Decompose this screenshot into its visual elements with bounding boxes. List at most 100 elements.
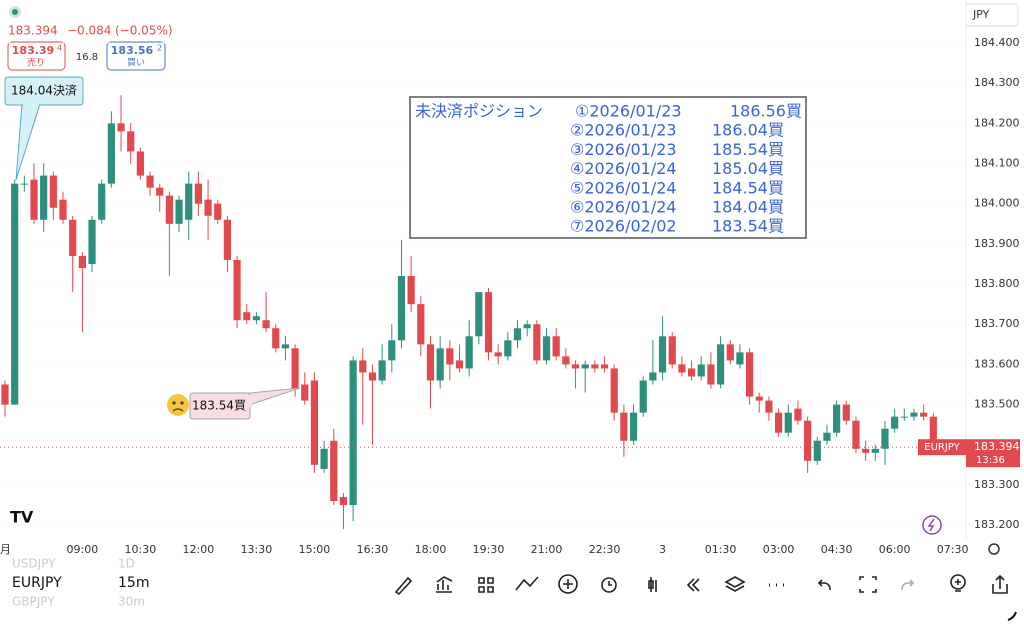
idea[interactable] [950, 574, 966, 590]
x-tick-label: 07:30 [937, 543, 969, 556]
candle-body [842, 404, 850, 421]
candle-body [127, 131, 135, 152]
candle-body [823, 432, 831, 441]
candle-body [562, 356, 570, 365]
candle-body [804, 420, 812, 461]
candle-body [446, 348, 454, 365]
candle-body [533, 324, 541, 361]
candle-body [929, 416, 937, 448]
x-tick-label: 04:30 [821, 543, 853, 556]
watch-symbol[interactable]: EURJPY [12, 575, 62, 591]
candle-body [687, 368, 696, 377]
buy-price[interactable]: 183.56 [111, 44, 154, 57]
candle-body [272, 328, 280, 349]
position-date: ③2026/01/23 [570, 140, 677, 159]
candle-body [223, 219, 232, 260]
y-tick-label: 183.700 [974, 317, 1020, 330]
candle-body [649, 372, 657, 381]
candle-body [349, 360, 357, 506]
currency-selector[interactable]: JPY [965, 3, 1019, 27]
candle-body [465, 336, 473, 369]
logo: TV [10, 508, 34, 527]
candle-body [542, 336, 551, 361]
candle-body [252, 316, 261, 321]
indicators[interactable] [436, 576, 453, 593]
currency[interactable]: JPY [972, 8, 990, 21]
sell-button[interactable]: 183.39 4 売り [7, 41, 66, 71]
alert-bolt[interactable] [927, 518, 935, 532]
x-tick-label: 09:00 [67, 543, 99, 556]
eye [172, 401, 176, 405]
x-tick-label: 15:00 [299, 543, 331, 556]
candle-body [871, 448, 879, 453]
candle-body [330, 440, 338, 502]
candle-body [378, 360, 386, 381]
candle-body [707, 364, 715, 385]
candle-body [581, 364, 589, 369]
x-tick-label: 06:00 [879, 543, 911, 556]
y-tick-label: 184.300 [974, 76, 1020, 89]
position-price: 183.54買 [712, 217, 784, 236]
alarm[interactable] [601, 577, 617, 593]
worried-face [167, 394, 189, 416]
layers[interactable] [724, 576, 746, 592]
mouth [172, 408, 184, 412]
position-date: ④2026/01/24 [570, 159, 677, 178]
candle-body [755, 396, 763, 401]
strategies[interactable] [515, 576, 539, 591]
candle-body [233, 259, 241, 321]
buy-pip[interactable]: 2 [157, 44, 162, 53]
entry-callout-text: 183.54買 [192, 399, 246, 413]
undo[interactable] [817, 579, 831, 591]
buy-label[interactable]: 買い [127, 58, 145, 69]
fullscreen[interactable] [859, 576, 877, 593]
replay[interactable] [686, 578, 700, 592]
idea-base[interactable] [955, 579, 961, 592]
y-tick-label: 184.200 [974, 116, 1020, 129]
sell-label[interactable]: 売り [27, 57, 45, 69]
candle-body [881, 428, 889, 449]
y-tick-label: 183.500 [974, 398, 1020, 411]
candle-body [194, 183, 202, 204]
x-tick-label: 3 [659, 543, 666, 556]
settings-icon[interactable] [988, 543, 1000, 555]
draw-tool[interactable] [394, 576, 413, 596]
layouts[interactable] [478, 577, 494, 593]
candle-body [185, 183, 193, 220]
price-change-percent: (−0.05%) [115, 24, 173, 38]
status-dot-core [12, 9, 18, 15]
candle-body [716, 344, 725, 385]
candle-body [784, 412, 792, 433]
candle-body [794, 408, 802, 421]
sell-pip[interactable]: 4 [57, 44, 62, 53]
candle-body [813, 440, 821, 461]
watch-symbol[interactable]: USDJPY [12, 557, 56, 571]
candle-body [833, 404, 841, 433]
sell-price[interactable]: 183.39 [12, 44, 54, 57]
watch-symbol[interactable]: GBPJPY [12, 595, 55, 609]
candle-body [262, 320, 270, 329]
buy-button-frame[interactable] [106, 41, 166, 71]
candle-body [397, 276, 406, 341]
candles[interactable] [648, 577, 657, 592]
alert-button[interactable] [922, 515, 942, 535]
redo[interactable] [901, 579, 915, 591]
buy-button[interactable]: 183.56 2 買い [106, 41, 166, 71]
candle-body [1, 384, 9, 405]
x-tick-label: 12:00 [183, 543, 215, 556]
candle-body [513, 328, 522, 341]
x-tick-label: 22:30 [589, 543, 621, 556]
alarm-hands[interactable] [608, 581, 612, 586]
sell-button-frame[interactable] [7, 41, 66, 71]
share[interactable] [992, 574, 1008, 594]
eye [180, 401, 184, 405]
candle-body [920, 412, 928, 417]
alert-circle[interactable] [922, 515, 942, 535]
last-price: 183.394 [8, 24, 58, 38]
add[interactable] [558, 574, 578, 594]
x-tick-label: 10:30 [125, 543, 157, 556]
candle-body [629, 412, 638, 441]
position-price: 184.04買 [712, 198, 784, 217]
add-plus[interactable] [563, 579, 573, 589]
